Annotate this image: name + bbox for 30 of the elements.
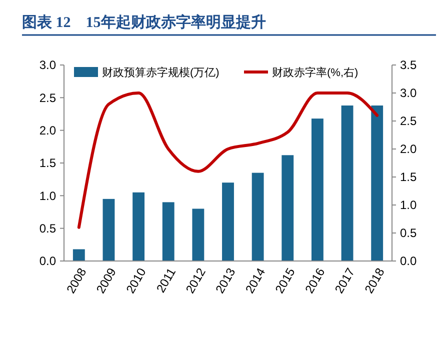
y-tick-label: 1.0 — [39, 188, 56, 203]
y2-tick-label: 1.0 — [400, 198, 418, 212]
y2-tick-label: 0.5 — [400, 226, 418, 240]
bar — [311, 118, 324, 261]
y-tick-label: 0.0 — [39, 254, 56, 268]
bar — [371, 106, 384, 261]
bar — [72, 249, 85, 261]
y-tick-label: 3.0 — [39, 58, 56, 72]
bar — [102, 198, 115, 261]
y2-tick-label: 3.5 — [400, 58, 418, 72]
bar — [192, 208, 204, 261]
y2-tick-label: 1.5 — [400, 170, 418, 184]
y2-tick-label: 0.0 — [400, 254, 418, 268]
legend-label: 财政预算赤字规模(万亿) — [102, 66, 220, 79]
y-tick-label: 1.5 — [39, 156, 56, 170]
legend-label: 财政赤字率(%,右) — [272, 66, 358, 79]
bar — [162, 202, 174, 261]
chart-title: 图表 12 15年起财政赤字率明显提升 — [22, 13, 266, 31]
y2-tick-label: 2.5 — [400, 114, 418, 128]
y-tick-label: 2.5 — [39, 90, 56, 105]
y2-tick-label: 3.0 — [400, 86, 418, 100]
bar — [341, 106, 354, 261]
bar — [132, 192, 145, 261]
line-series — [77, 92, 379, 229]
y2-tick-label: 2.0 — [400, 142, 418, 156]
bar — [282, 155, 294, 261]
bar — [222, 182, 234, 261]
y-tick-label: 2.0 — [39, 124, 56, 138]
bar — [252, 172, 264, 261]
y-tick-label: 0.5 — [39, 222, 56, 236]
